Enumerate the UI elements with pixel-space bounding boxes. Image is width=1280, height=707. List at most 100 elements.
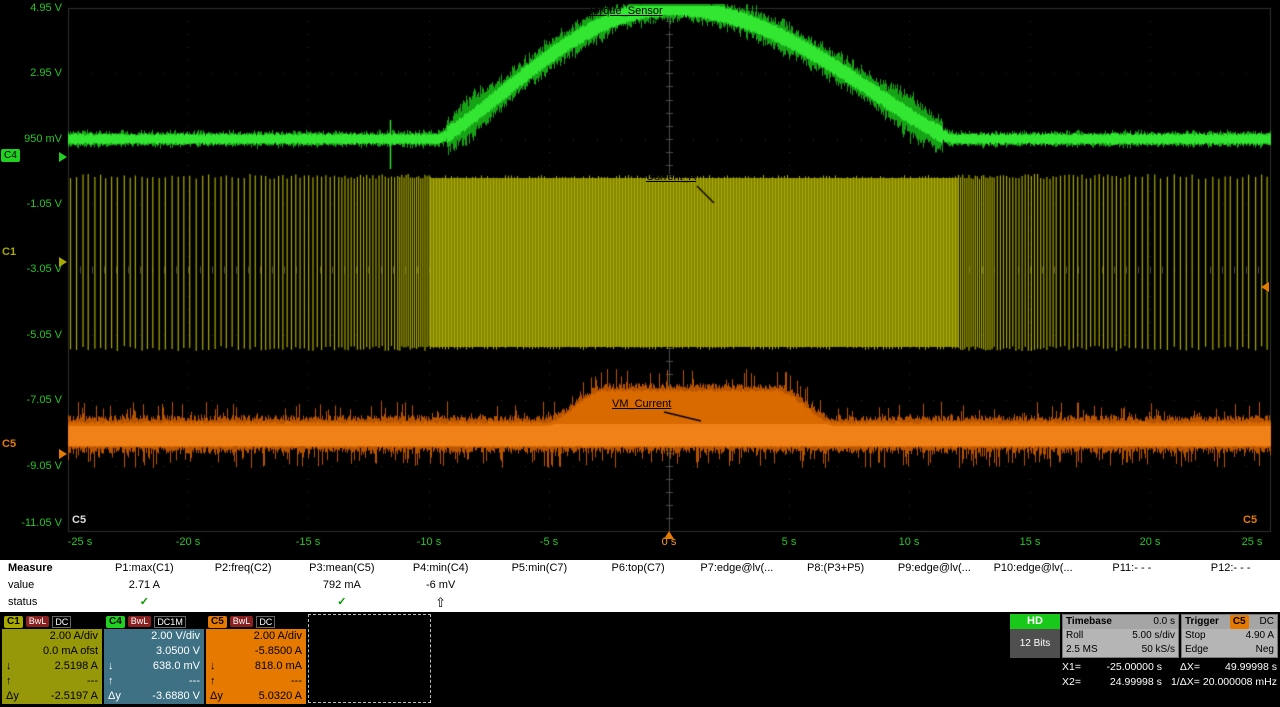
cursor-min-value: 2.5198 A [54, 660, 98, 672]
trace-label-current-a[interactable]: Current_A [646, 171, 697, 183]
measure-header-p7[interactable]: P7:edge@lv(... [700, 562, 774, 574]
dx-label: ΔX= [1179, 661, 1200, 673]
cursor-down-icon: ↓ [6, 660, 12, 672]
measure-header-p1[interactable]: P1:max(C1) [115, 562, 174, 574]
measure-value-label: value [8, 579, 35, 591]
y-axis-label: 4.95 V [30, 2, 62, 14]
measure-header-p9[interactable]: P9:edge@lv(... [897, 562, 971, 574]
x-axis-label: -10 s [416, 536, 442, 548]
measure-value-p1: 2.71 A [128, 579, 160, 591]
measure-header-p11[interactable]: P11:- - - [1112, 562, 1152, 574]
trigger-mode: Stop [1185, 630, 1206, 641]
measure-value-row: value 2.71 A 792 mA -6 mV [0, 577, 1280, 594]
trigger-coupling: DC [1259, 616, 1274, 627]
trace-label-torque-sensor[interactable]: Torque_Sensor [588, 5, 663, 17]
channel-scale: 2.00 A/div [253, 630, 302, 642]
trigger-level-marker[interactable] [1261, 282, 1269, 292]
channel-marker-c1[interactable]: C1 [2, 246, 17, 258]
invdx-value: 20.000008 mHz [1202, 676, 1277, 688]
x2-value: 24.99998 s [1109, 676, 1162, 688]
x-axis-label: 10 s [898, 536, 920, 548]
timebase-title: Timebase [1066, 616, 1112, 627]
trigger-type: Edge [1185, 644, 1209, 655]
x-axis-label: 20 s [1139, 536, 1161, 548]
x-axis-label-zero: 0 s [661, 536, 677, 548]
x-axis-label: -20 s [175, 536, 201, 548]
y-axis-label: 2.95 V [30, 67, 62, 79]
channel-zero-arrow-c4[interactable] [59, 152, 67, 162]
trace-label-vm-current[interactable]: VM_Current [612, 398, 672, 410]
invdx-label: 1/ΔX= [1170, 676, 1200, 688]
cursor-min-value: 818.0 mA [254, 660, 302, 672]
y-axis-label: -9.05 V [26, 460, 62, 472]
empty-descriptor-slot [308, 614, 431, 703]
channel-id-badge-c5: C5 [208, 615, 227, 628]
delta-y-value: -3.6880 V [152, 690, 200, 702]
channel-zero-arrow-c5[interactable] [59, 449, 67, 459]
status-check-icon: ✓ [337, 596, 347, 608]
delta-y-label: Δy [210, 690, 223, 702]
cursor-readout: X1= -25.00000 s ΔX= 49.99998 s X2= 24.99… [1062, 660, 1279, 690]
delta-y-value: 5.0320 A [258, 690, 302, 702]
measure-header-p6[interactable]: P6:top(C7) [611, 562, 665, 574]
x1-value: -25.00000 s [1106, 661, 1162, 673]
delta-y-label: Δy [108, 690, 121, 702]
cursor-up-icon: ↑ [108, 675, 114, 687]
x-axis-label: 25 s [1241, 536, 1263, 548]
bandwidth-limit-badge: BwL [229, 616, 254, 627]
y-axis-label: -5.05 V [26, 329, 62, 341]
y-axis-label: -3.05 V [26, 263, 62, 275]
measure-title: Measure [8, 562, 53, 574]
trigger-panel[interactable]: Trigger C5 DC Stop 4.90 A Edge Neg [1181, 614, 1278, 658]
x-axis-label: 15 s [1019, 536, 1041, 548]
channel-zero-arrow-c1[interactable] [59, 257, 67, 267]
y-axis-label: 950 mV [24, 133, 62, 145]
measure-header-p5[interactable]: P5:min(C7) [511, 562, 568, 574]
measure-value-p3: 792 mA [322, 579, 361, 591]
channel-scale: 2.00 V/div [151, 630, 200, 642]
corner-label-right: C5 [1243, 514, 1258, 526]
x-axis-label: -15 s [295, 536, 321, 548]
channel-descriptor-c1[interactable]: C1 BwL DC 2.00 A/div 0.0 mA ofst ↓ 2.5198… [2, 614, 102, 704]
timebase-rate: 50 kS/s [1141, 644, 1175, 655]
channel-marker-c4[interactable]: C4 [1, 149, 20, 162]
bandwidth-limit-badge: BwL [127, 616, 152, 627]
cursor-min-value: 638.0 mV [152, 660, 200, 672]
channel-offset: 3.0500 V [155, 645, 200, 657]
timebase-mode: Roll [1066, 630, 1084, 641]
channel-offset: -5.8500 A [254, 645, 302, 657]
hd-mode-indicator[interactable]: HD 12 Bits [1010, 614, 1060, 658]
cursor-up-icon: ↑ [210, 675, 216, 687]
measure-header-p10[interactable]: P10:edge@lv(... [993, 562, 1073, 574]
measure-header-p2[interactable]: P2:freq(C2) [214, 562, 272, 574]
measure-header-p12[interactable]: P12:- - - [1210, 562, 1251, 574]
delta-y-value: -2.5197 A [50, 690, 98, 702]
y-axis-label: -7.05 V [26, 394, 62, 406]
measure-header-p3[interactable]: P3:mean(C5) [309, 562, 375, 574]
trigger-time-marker[interactable] [664, 531, 674, 539]
waveform-canvas[interactable] [0, 0, 1280, 560]
bandwidth-limit-badge: BwL [25, 616, 50, 627]
trigger-source-badge: C5 [1229, 615, 1249, 629]
waveform-display: 4.95 V 2.95 V 950 mV -1.05 V -3.05 V -5.… [0, 0, 1280, 560]
timebase-scale: 5.00 s/div [1132, 630, 1175, 641]
cursor-max-value: --- [87, 675, 98, 687]
timebase-panel[interactable]: Timebase 0.0 s Roll 5.00 s/div 2.5 MS 50… [1062, 614, 1179, 658]
measure-header-p4[interactable]: P4:min(C4) [412, 562, 469, 574]
cursor-down-icon: ↓ [210, 660, 216, 672]
channel-descriptor-c5[interactable]: C5 BwL DC 2.00 A/div -5.8500 A ↓ 818.0 mA… [206, 614, 306, 704]
channel-descriptor-c4[interactable]: C4 BwL DC1M 2.00 V/div 3.0500 V ↓ 638.0 m… [104, 614, 204, 704]
x2-label: X2= [1062, 676, 1081, 688]
hd-label: HD [1010, 614, 1060, 629]
cursor-up-icon: ↑ [6, 675, 12, 687]
channel-scale: 2.00 A/div [49, 630, 98, 642]
measure-header-p8[interactable]: P8:(P3+P5) [807, 562, 865, 574]
cursor-max-value: --- [189, 675, 200, 687]
channel-marker-c5[interactable]: C5 [2, 438, 17, 450]
trigger-title: Trigger [1185, 616, 1219, 627]
timebase-memory: 2.5 MS [1066, 644, 1098, 655]
coupling-label: DC [52, 615, 72, 628]
delta-y-label: Δy [6, 690, 19, 702]
cursor-max-value: --- [291, 675, 302, 687]
